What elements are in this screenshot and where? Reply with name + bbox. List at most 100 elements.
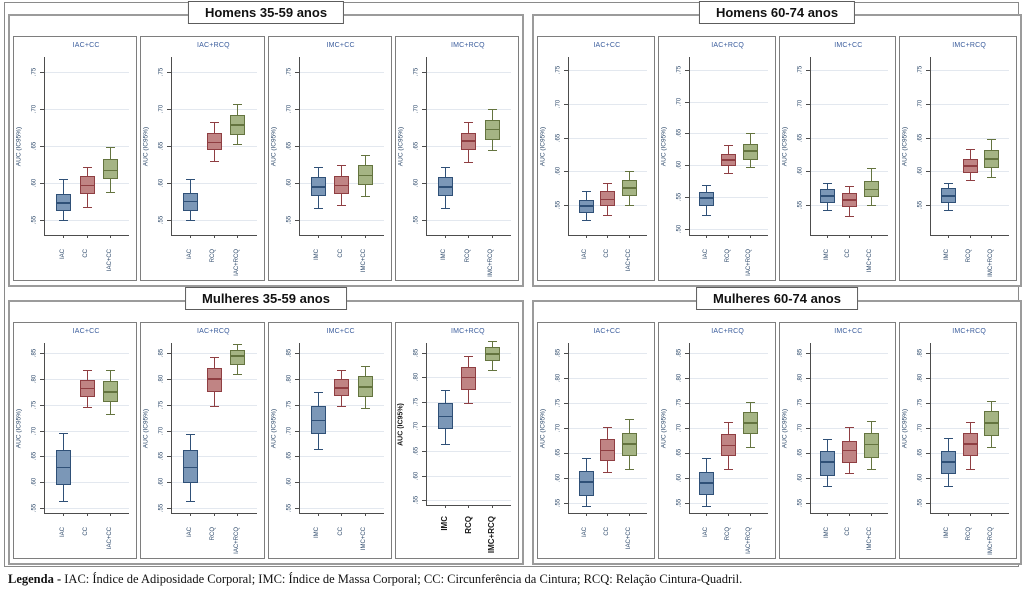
whisker-cap [106,413,116,415]
box-median [600,198,616,201]
x-category-label: IMC [944,249,951,260]
y-tick [926,204,931,206]
gridline [931,137,1009,139]
y-tick [167,183,172,185]
y-tick-label: .75 [31,67,38,76]
y-tick-label: .75 [413,397,420,407]
x-tick [341,235,343,238]
whisker-cap [965,149,975,151]
y-tick [294,353,299,355]
boxplot-panel-imc-rcq: IMC+RCQ .55 .60 .65 .70 .75 AUC (IC95%) IMC RCQ I… [899,36,1017,281]
y-tick [167,353,172,355]
box-median [310,186,326,188]
y-tick [926,171,931,173]
gridline [569,137,647,139]
x-category-label: RCQ [966,249,973,263]
y-tick [684,353,689,354]
y-tick-label: .70 [917,423,924,433]
whisker-cap [724,421,734,423]
y-tick-label: .85 [917,348,924,358]
y-tick [805,452,810,454]
x-tick [969,513,971,516]
whisker-cap [82,370,92,372]
y-tick [684,452,689,454]
box-median [56,202,72,204]
y-tick [684,403,689,404]
whisker-cap [106,191,116,193]
whisker-cap [724,144,734,146]
whisker-cap [603,472,613,473]
boxplot-panel-iac-rcq: IAC+RCQ .55 .60 .65 .70 .75 .80 .85 AUC (IC95%) I… [657,322,776,559]
y-tick [805,428,810,429]
y-tick-label: .60 [917,473,924,483]
y-tick [421,500,426,502]
x-tick [585,513,587,516]
x-tick [213,513,215,516]
x-category-label: IMC+RCQ [487,516,497,554]
x-tick [827,513,829,516]
gridline [569,171,647,173]
y-tick [167,456,172,458]
y-tick-label: .55 [676,498,683,508]
y-tick [294,404,299,406]
y-tick-label: .55 [31,215,38,225]
gridline [569,70,647,72]
gridline [810,137,889,139]
whisker-cap [745,166,755,168]
y-tick-label: .50 [676,224,683,233]
y-tick-label: .80 [797,373,803,383]
y-axis-label: AUC (IC95%) [539,126,547,166]
gridline [931,478,1009,479]
box-median [206,141,222,144]
x-tick [706,235,708,238]
y-tick-label: .60 [917,167,924,176]
gridline [172,456,257,458]
box-iqr [863,433,879,458]
y-tick-label: .60 [158,178,165,188]
box-iqr [103,159,119,180]
y-tick [926,378,931,379]
box-median [841,199,857,201]
panel-title-imc-cc: IMC+CC [326,42,355,49]
box-iqr [578,470,594,496]
y-tick [564,353,568,354]
box-median [484,353,500,355]
whisker-cap [823,210,833,212]
whisker-cap [702,185,712,187]
x-tick [364,235,366,238]
group-title-homens-60-74: Homens 60-74 anos [698,1,856,24]
panel-title-imc-cc: IMC+CC [834,42,863,49]
x-category-label: CC [337,527,344,536]
box-median [721,444,737,447]
y-tick [294,183,299,185]
whisker-cap [337,370,347,372]
y-tick [805,403,810,404]
x-tick [110,513,112,516]
y-tick [40,404,44,406]
gridline [689,503,768,504]
gridline [426,451,511,452]
y-tick-label: .55 [797,498,803,508]
panel-title-imc-cc: IMC+CC [326,328,355,335]
x-tick [491,235,493,238]
whisker-cap [464,162,474,164]
gridline [45,108,130,110]
y-tick-label: .75 [286,67,292,76]
y-tick [294,71,299,73]
box-iqr [206,367,222,392]
y-tick [926,353,931,354]
whisker-cap [844,473,854,474]
y-tick-label: .65 [917,133,924,142]
y-axis-label: AUC (IC95%) [397,126,405,166]
y-tick [40,456,44,458]
box-iqr [183,450,199,484]
y-tick [40,379,44,381]
box-median [334,184,350,187]
box-median [742,150,758,152]
whisker-cap [82,206,92,208]
y-tick [684,428,689,429]
x-category-label: IMC+CC [361,527,368,551]
box-median [437,186,453,188]
panel-title-imc-rcq: IMC+RCQ [450,328,485,335]
boxplot-panel-imc-rcq: IMC+RCQ .55 .60 .65 .70 .75 AUC (IC95%) IMC RCQ I… [394,36,519,281]
